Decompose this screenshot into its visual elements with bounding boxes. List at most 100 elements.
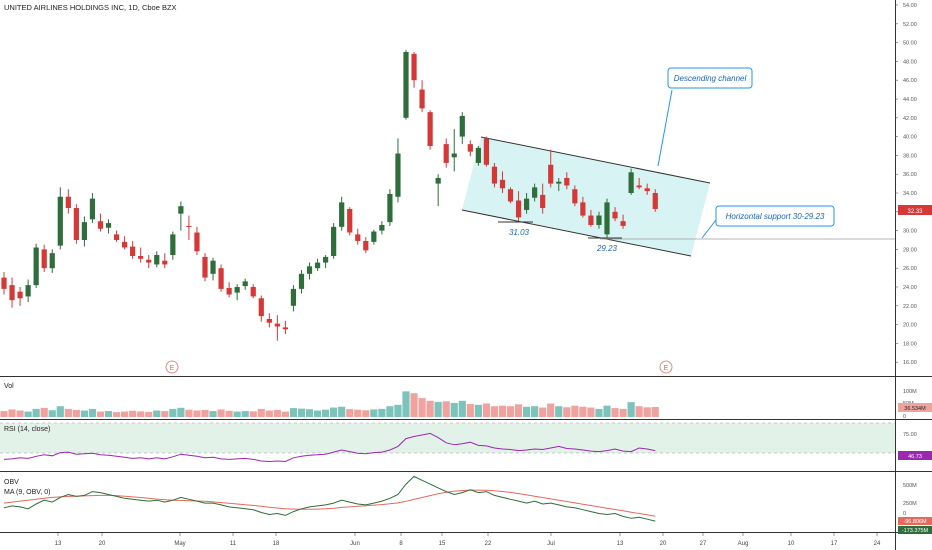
candle-body[interactable] [130,246,136,256]
volume-bar[interactable] [595,408,603,417]
candle-body[interactable] [282,327,288,330]
volume-bar[interactable] [523,406,531,417]
volume-bar[interactable] [137,411,145,417]
volume-bar[interactable] [450,402,458,417]
candle-body[interactable] [339,202,345,227]
volume-bar[interactable] [225,410,233,417]
candle-body[interactable] [258,298,264,317]
candle-body[interactable] [41,249,47,269]
volume-bar[interactable] [249,411,257,417]
candle-body[interactable] [483,138,489,165]
volume-bar[interactable] [651,407,659,417]
candle-body[interactable] [162,260,168,265]
candle-body[interactable] [9,285,15,301]
candle-body[interactable] [644,188,650,192]
candle-body[interactable] [290,288,297,306]
earnings-marker[interactable]: E [659,360,673,374]
volume-bar[interactable] [531,406,539,417]
volume-bar[interactable] [370,409,378,417]
volume-bar[interactable] [490,406,499,417]
volume-bar[interactable] [587,407,595,417]
candle-body[interactable] [451,153,457,158]
volume-bar[interactable] [354,409,362,417]
candle-body[interactable] [274,323,280,327]
candle-body[interactable] [266,318,272,323]
candle-body[interactable] [242,281,248,287]
volume-bar[interactable] [32,408,40,417]
volume-bar[interactable] [426,400,434,417]
volume-bar[interactable] [72,409,80,417]
candle-body[interactable] [467,144,473,152]
candle-body[interactable] [419,89,425,109]
candle-body[interactable] [57,196,63,246]
volume-bar[interactable] [8,409,16,417]
candle-body[interactable] [556,181,562,184]
volume-bar[interactable] [458,400,466,417]
volume-bar[interactable] [619,408,627,417]
volume-bar[interactable] [434,401,442,417]
candle-body[interactable] [515,200,522,218]
volume-bar[interactable] [265,410,273,417]
candle-body[interactable] [138,255,144,259]
volume-bar[interactable] [281,411,289,417]
candle-body[interactable] [596,215,602,225]
candle-body[interactable] [499,179,506,189]
candle-body[interactable] [548,164,554,184]
price-pane[interactable] [0,0,895,376]
channel-lower-line[interactable] [461,209,692,257]
candle-body[interactable] [636,185,642,188]
candle-body[interactable] [347,208,353,233]
candle-body[interactable] [411,53,417,81]
rsi-line[interactable] [3,432,656,463]
volume-bar[interactable] [0,411,8,417]
volume-bar[interactable] [169,408,177,417]
candle-body[interactable] [652,193,658,209]
volume-bar[interactable] [627,402,635,417]
candle-body[interactable] [89,198,96,220]
obv-line[interactable] [3,475,656,522]
candle-body[interactable] [371,231,377,242]
volume-bar[interactable] [201,409,209,417]
support-callout[interactable]: Horizontal support 30-29.23 [701,205,835,239]
candle-body[interactable] [524,198,530,210]
candle-body[interactable] [331,226,337,256]
candle-body[interactable] [459,115,465,137]
volume-bar[interactable] [40,407,48,417]
volume-bar[interactable] [48,410,56,417]
volume-bar[interactable] [555,406,563,417]
candle-body[interactable] [194,232,200,252]
volume-bar[interactable] [474,404,482,417]
candle-body[interactable] [97,221,104,229]
candle-body[interactable] [122,241,128,248]
volume-bar[interactable] [466,404,474,417]
candle-body[interactable] [306,266,313,274]
channel-upper-line[interactable] [480,136,711,184]
candle-body[interactable] [218,268,224,289]
volume-bar[interactable] [378,408,386,417]
volume-bar[interactable] [330,407,338,417]
volume-bar[interactable] [402,391,410,417]
obv-pane[interactable] [0,472,895,532]
volume-bar[interactable] [579,406,587,417]
volume-bar[interactable] [514,404,523,417]
volume-bar[interactable] [24,411,32,417]
candle-body[interactable] [250,287,256,297]
volume-bar[interactable] [338,406,346,417]
candle-body[interactable] [620,221,626,226]
volume-bar[interactable] [313,410,322,417]
candle-body[interactable] [234,287,240,293]
candle-body[interactable] [540,194,546,209]
candle-body[interactable] [355,234,361,241]
volume-bar[interactable] [506,406,515,417]
candle-body[interactable] [226,287,232,295]
volume-bar[interactable] [362,410,370,417]
candle-body[interactable] [564,177,570,186]
volume-bar[interactable] [161,411,169,417]
volume-bar[interactable] [16,410,24,417]
volume-bar[interactable] [418,398,426,417]
volume-bar[interactable] [539,407,547,417]
volume-bar[interactable] [129,410,137,417]
volume-bar[interactable] [145,411,153,417]
descending-channel[interactable] [461,136,895,257]
volume-bar[interactable] [241,411,249,417]
